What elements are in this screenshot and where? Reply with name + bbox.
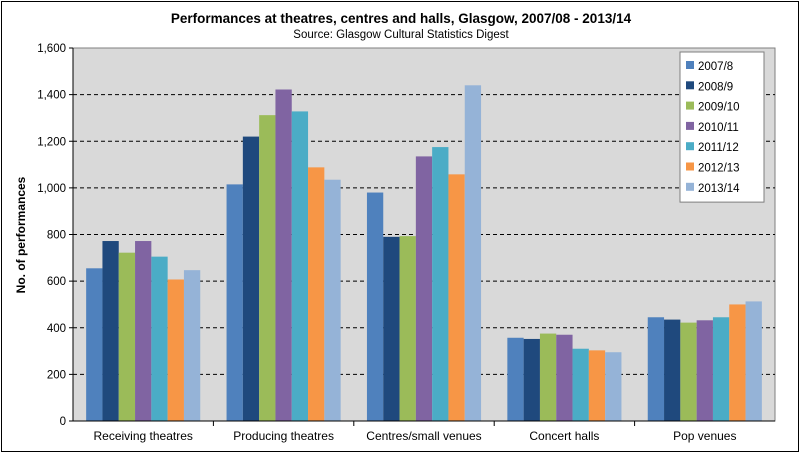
bar [745,301,762,421]
bar [664,319,681,421]
category-label: Receiving theatres [94,429,193,443]
bar [118,252,136,421]
bar [605,352,622,421]
category-label: Centres/small venues [366,429,481,443]
bar [523,338,540,421]
bar [507,337,524,421]
y-tick-label: 1,400 [37,90,66,102]
bar [226,184,243,421]
bar [86,268,103,421]
legend-label: 2008/9 [698,81,733,93]
bar [324,179,341,421]
bar [588,350,606,421]
bar [183,270,201,421]
legend-swatch [686,101,694,110]
bar [696,320,713,421]
bar [399,236,416,421]
legend-swatch [686,142,694,151]
bar [135,241,152,421]
category-label: Pop venues [673,429,736,443]
y-tick-label: 200 [47,369,66,381]
legend-swatch [686,121,694,130]
legend-label: 2009/10 [698,102,740,114]
chart-title: Performances at theatres, centres and ha… [171,11,632,26]
legend-swatch [686,81,694,90]
bar [647,317,665,421]
legend-swatch [686,182,694,191]
legend-swatch [686,162,694,171]
bar [291,111,309,421]
bar [167,279,184,421]
chart-subtitle: Source: Glasgow Cultural Statistics Dige… [293,29,509,41]
legend-label: 2007/8 [698,61,733,73]
bar [464,85,482,422]
bar [572,348,589,421]
legend-label: 2010/11 [698,122,739,134]
category-label: Concert halls [529,429,599,443]
bar [448,174,465,421]
bar [729,304,746,421]
bar [712,317,730,421]
y-axis-label: No. of performances [14,176,28,293]
bar [680,322,697,421]
bar [275,89,292,421]
category-label: Producing theatres [233,429,334,443]
bar [383,236,400,421]
plot-area: 0 200 400 600 800 1,000 1,200 1,400 1,600 Receivi… [37,43,776,443]
bar [366,192,384,421]
bar [539,333,557,421]
y-tick-label: 600 [47,276,66,288]
y-tick-label: 1,000 [37,183,66,195]
legend-label: 2012/13 [698,163,740,175]
bar [432,147,449,421]
bar [259,115,276,421]
legend: 2007/8 2008/9 2009/10 2010/11 2011/12 2012/13… [679,51,765,203]
y-tick-label: 0 [60,416,66,428]
y-tick-label: 400 [47,323,66,335]
y-tick-label: 1,600 [37,43,66,55]
legend-label: 2013/14 [698,183,740,195]
y-tick-label: 1,200 [37,136,66,148]
bar [242,136,260,421]
bar [415,156,433,421]
bar [556,334,573,421]
y-tick-label: 800 [47,230,66,242]
legend-swatch [686,61,694,69]
bar [151,256,168,421]
bar [308,167,325,421]
legend-label: 2011/12 [698,142,739,154]
bar [102,241,119,421]
